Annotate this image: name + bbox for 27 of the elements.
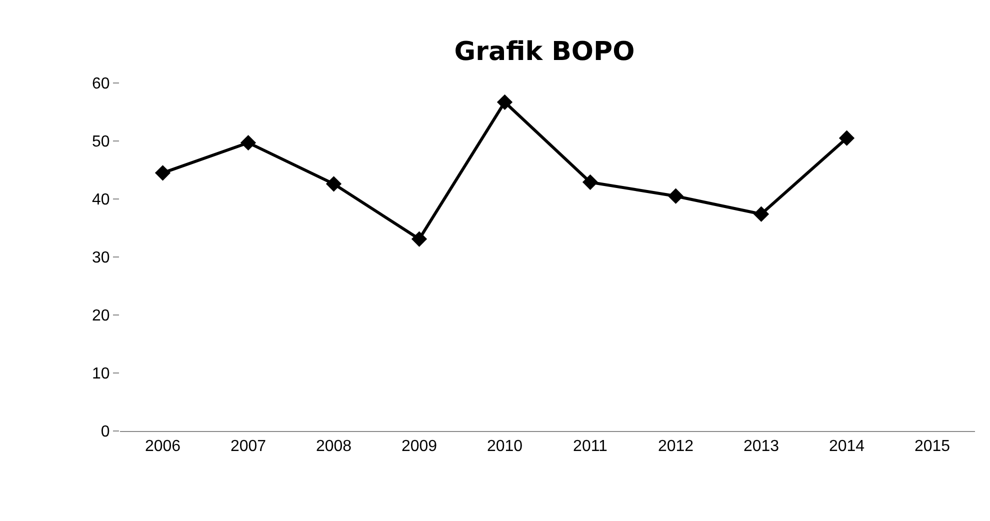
chart-title: Grafik BOPO bbox=[454, 36, 635, 67]
x-tick-label: 2006 bbox=[144, 438, 181, 456]
y-tick-label: 30 bbox=[92, 250, 110, 267]
point bbox=[753, 206, 770, 222]
x-tick-label: 2014 bbox=[828, 438, 865, 456]
point bbox=[496, 94, 513, 110]
x-tick-label: 2012 bbox=[658, 438, 694, 456]
x-tick-label: 2015 bbox=[914, 438, 950, 456]
point bbox=[326, 176, 342, 192]
y-tick-label: 60 bbox=[92, 76, 110, 93]
x-tick-label: 2008 bbox=[316, 438, 352, 456]
x-tick-label: 2007 bbox=[230, 438, 266, 456]
x-tick-label: 2013 bbox=[743, 438, 780, 456]
x-tick-label: 2010 bbox=[486, 438, 523, 456]
point bbox=[582, 174, 598, 190]
point bbox=[154, 165, 171, 181]
y-tick-label: 10 bbox=[92, 366, 110, 383]
x-tick-label: 2011 bbox=[573, 438, 608, 456]
y-tick-label: 0 bbox=[100, 424, 110, 441]
point bbox=[240, 134, 256, 151]
point bbox=[668, 188, 684, 204]
x-tick-label: 2009 bbox=[401, 438, 438, 456]
y-tick-label: 20 bbox=[92, 308, 110, 325]
point bbox=[838, 130, 855, 146]
y-tick-label: 40 bbox=[92, 192, 110, 209]
y-tick-label: 50 bbox=[92, 134, 110, 151]
point bbox=[411, 231, 428, 247]
